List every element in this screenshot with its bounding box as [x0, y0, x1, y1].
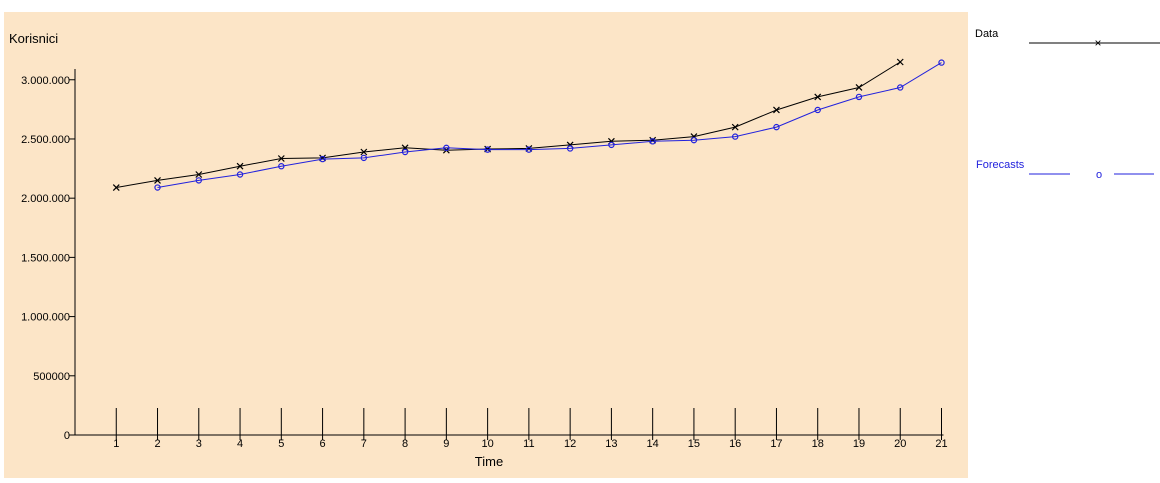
x-tick-label: 15	[688, 438, 700, 450]
marker-stroke	[195, 171, 203, 178]
legend-marker-forecasts: o	[1096, 169, 1102, 181]
data-point-data	[731, 123, 739, 131]
data-point-data	[855, 84, 863, 91]
data-point-data	[154, 176, 161, 184]
data-point-data	[236, 162, 244, 170]
marker-stroke	[154, 176, 161, 184]
x-tick-label: 16	[729, 438, 741, 450]
data-point-forecasts	[484, 146, 491, 153]
y-tick-label: 2.500.000	[21, 134, 70, 146]
data-point-data	[773, 106, 780, 114]
data-point-data	[896, 58, 904, 66]
x-tick-label: 7	[361, 438, 367, 450]
data-point-forecasts	[443, 144, 450, 152]
data-point-forecasts	[897, 84, 904, 91]
data-point-forecasts	[195, 177, 202, 184]
data-point-forecasts	[566, 145, 574, 152]
marker-stroke	[360, 148, 368, 156]
x-tick-label: 12	[564, 438, 576, 450]
x-tick-label: 10	[481, 438, 493, 450]
data-point-forecasts	[731, 133, 739, 140]
data-point-forecasts	[154, 184, 161, 191]
x-tick-label: 14	[647, 438, 659, 450]
chart-panel: Korisnici Time 0 500000 1.000.000 1.500.000…	[4, 12, 968, 478]
marker-stroke	[277, 155, 285, 162]
y-tick-label: 500000	[33, 371, 70, 383]
x-tick-label: 4	[237, 438, 243, 450]
x-tick-label: 6	[320, 438, 326, 450]
marker-stroke	[896, 58, 904, 66]
y-axis-title: Korisnici	[9, 31, 58, 46]
data-point-forecasts	[525, 146, 533, 153]
x-tick-label: 21	[935, 438, 947, 450]
data-point-forecasts	[278, 163, 285, 170]
x-tick-label: 18	[812, 438, 824, 450]
x-tick-label: 1	[113, 438, 119, 450]
data-point-forecasts	[855, 93, 863, 101]
x-tick-label: 20	[894, 438, 906, 450]
marker-stroke	[855, 84, 863, 91]
y-tick-label: 1.000.000	[21, 312, 70, 324]
x-tick-label: 8	[402, 438, 408, 450]
plot-background	[4, 12, 968, 478]
x-tick-label: 11	[523, 438, 534, 450]
legend-label-data: Data	[975, 28, 999, 40]
legend-graphic: Data × Forecasts o	[975, 28, 1160, 181]
data-point-forecasts	[319, 155, 326, 163]
x-tick-label: 19	[853, 438, 865, 450]
marker-stroke	[236, 162, 244, 170]
x-tick-label: 5	[278, 438, 284, 450]
data-point-data	[112, 184, 120, 191]
x-tick-label: 3	[196, 438, 202, 450]
y-tick-label: 0	[64, 430, 70, 442]
x-tick-label: 17	[770, 438, 782, 450]
data-point-forecasts	[938, 59, 945, 66]
marker-stroke	[814, 93, 822, 101]
series-line-data	[116, 61, 901, 188]
y-tick-label: 3.000.000	[21, 75, 70, 87]
data-point-data	[814, 93, 822, 101]
marker-stroke	[773, 106, 780, 114]
marker-stroke	[731, 123, 739, 131]
data-point-data	[277, 155, 285, 162]
data-point-forecasts	[236, 171, 244, 178]
x-tick-label: 2	[154, 438, 160, 450]
legend-label-forecasts: Forecasts	[976, 159, 1025, 171]
marker-stroke	[112, 184, 120, 191]
data-point-forecasts	[608, 141, 615, 149]
data-point-forecasts	[401, 148, 409, 156]
legend-marker-data: ×	[1094, 36, 1101, 50]
data-point-forecasts	[649, 138, 656, 145]
data-point-forecasts	[814, 106, 821, 114]
data-point-forecasts	[360, 154, 368, 162]
y-tick-label: 1.500.000	[21, 252, 70, 264]
legend: Data × Forecasts o	[972, 12, 1160, 478]
x-tick-label: 9	[443, 438, 449, 450]
line-chart: Korisnici Time 0 500000 1.000.000 1.500.000…	[4, 12, 968, 478]
y-tick-label: 2.000.000	[21, 193, 70, 205]
data-point-forecasts	[773, 123, 780, 131]
x-axis-title: Time	[475, 454, 503, 469]
data-point-data	[195, 171, 203, 178]
series-line-forecasts	[157, 62, 942, 188]
x-tick-label: 13	[605, 438, 617, 450]
data-point-data	[360, 148, 368, 156]
data-point-forecasts	[690, 136, 698, 144]
